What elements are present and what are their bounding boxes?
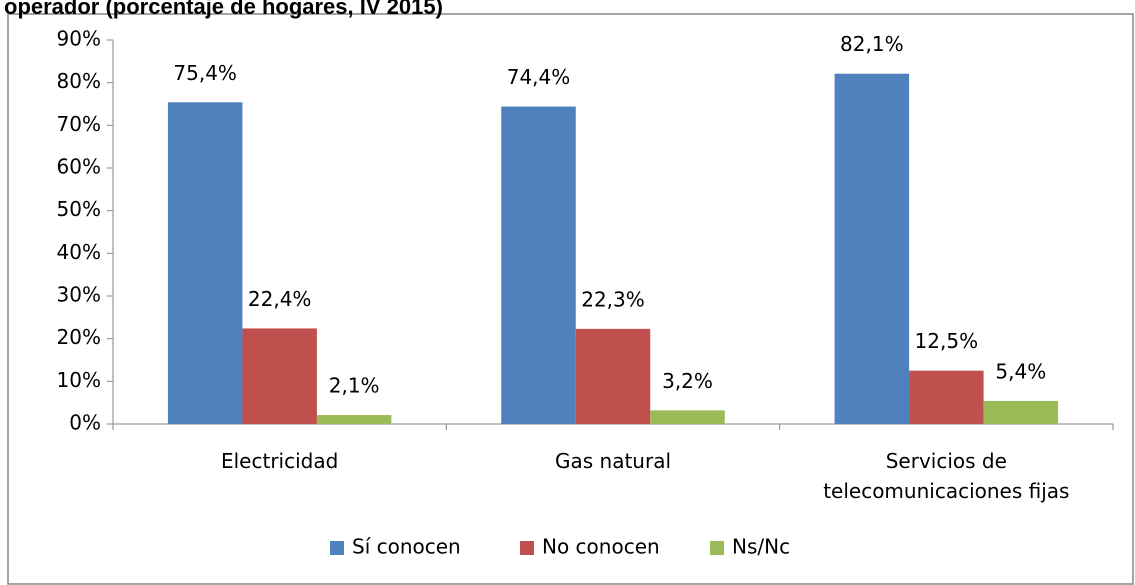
x-tick-label: Electricidad — [220, 449, 339, 473]
legend-label: Ns/Nc — [732, 535, 790, 559]
data-label: 3,2% — [662, 369, 713, 393]
bar — [501, 106, 576, 424]
bar — [650, 410, 725, 424]
x-tick-label: Servicios de telecomunicaciones fijas — [823, 449, 1070, 503]
bar — [575, 328, 651, 424]
legend-swatch — [520, 541, 534, 555]
y-tick-label: 0% — [69, 411, 101, 435]
bar — [242, 328, 317, 424]
legend-swatch — [330, 541, 344, 555]
data-label: 74,4% — [507, 65, 571, 89]
chart-title: operador (porcentaje de hogares, IV 2015… — [4, 0, 443, 19]
data-label: 22,4% — [248, 287, 312, 311]
data-label: 22,3% — [581, 287, 645, 311]
bar — [909, 370, 984, 424]
y-tick-label: 50% — [57, 197, 101, 221]
y-tick-label: 80% — [57, 69, 101, 93]
y-tick-label: 40% — [57, 240, 101, 264]
y-tick-label: 90% — [57, 27, 101, 51]
legend-label: Sí conocen — [352, 535, 461, 559]
data-label: 82,1% — [840, 32, 904, 56]
bar — [316, 415, 392, 424]
y-tick-label: 70% — [57, 112, 101, 136]
y-tick-label: 60% — [57, 155, 101, 179]
x-tick-label: Gas natural — [554, 449, 671, 473]
legend-label: No conocen — [542, 535, 660, 559]
data-label: 5,4% — [995, 359, 1046, 383]
bar — [834, 73, 910, 424]
legend-swatch — [710, 541, 724, 555]
data-label: 2,1% — [329, 374, 380, 398]
y-tick-label: 30% — [57, 283, 101, 307]
bar — [167, 102, 243, 424]
y-tick-label: 10% — [57, 368, 101, 392]
bar — [983, 400, 1059, 424]
data-label: 75,4% — [173, 61, 237, 85]
y-tick-label: 20% — [57, 325, 101, 349]
data-label: 12,5% — [915, 329, 979, 353]
